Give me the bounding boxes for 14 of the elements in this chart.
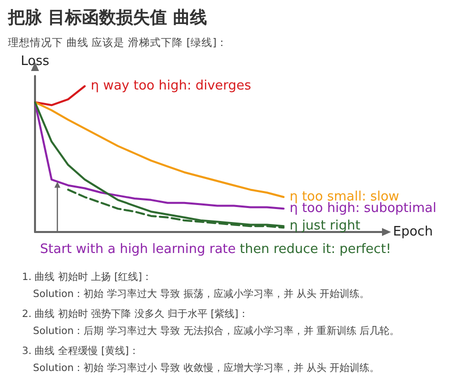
chart-title: 把脉 目标函数损失值 曲线 [8, 7, 207, 29]
chart-subtitle: 理想情况下 曲线 应该是 滑梯式下降 [绿线]： [8, 36, 228, 50]
text: 3. 曲线 全程缓慢 [黄线]： [22, 344, 140, 359]
series-label: η just right [290, 218, 360, 234]
text: Solution：后期 学习率过大 导致 无法拟合，应减小学习率，并 重新训练 后几轮。 [32, 324, 400, 338]
series-label: η way too high: diverges [90, 78, 252, 94]
y-axis-title: Loss [20, 54, 50, 69]
x-axis-title: Epoch [393, 224, 433, 240]
text: Solution：初始 学习率过大 导致 振荡，应减小学习率，并 从头 开始训练。 [32, 288, 371, 302]
text: Start with a high learning rate [40, 242, 236, 257]
text: Solution：初始 学习率过小 导致 收敛慢，应增大学习率，并 从头 开始训练。 [32, 362, 381, 376]
text: 1. 曲线 初始时 上扬 [红线]： [22, 270, 154, 285]
text: then reduce it: perfect! [240, 242, 392, 257]
text: 2. 曲线 初始时 强势下降 没多久 归于水平 [紫线]： [22, 308, 250, 322]
